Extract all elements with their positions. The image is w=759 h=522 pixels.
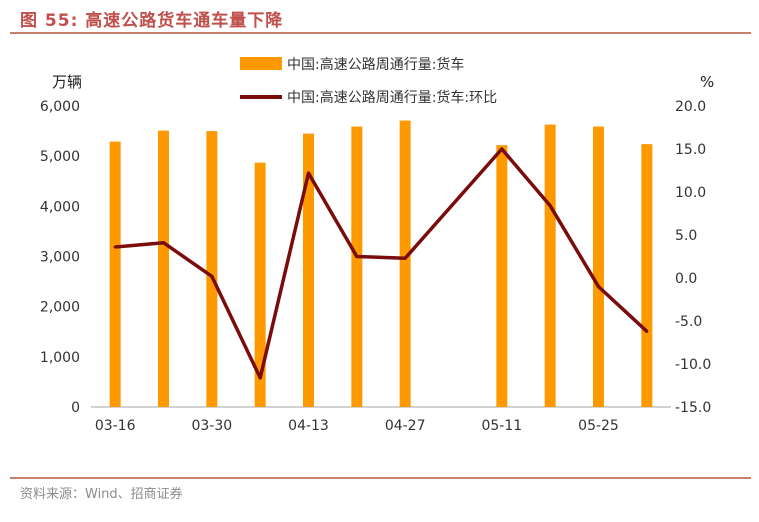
line-point-04-13 <box>307 171 310 175</box>
x-axis-ticks: 03-16 03-30 04-13 04-27 05-11 05-25 <box>95 418 619 434</box>
figure-title: 图 55: 高速公路货车通车量下降 <box>20 11 284 31</box>
bar-series <box>109 120 653 408</box>
line-series <box>113 147 649 380</box>
bar-04-13 <box>303 133 314 407</box>
line-point-05-25 <box>597 285 600 289</box>
right-axis-unit: % <box>700 73 714 91</box>
line-point-06-01 <box>645 329 649 333</box>
bar-05-11 <box>496 145 508 407</box>
right-tick-label: -5.0 <box>675 314 702 330</box>
line-point-05-18 <box>548 204 552 208</box>
right-axis-ticks: -15.0 -10.0 -5.0 0.0 5.0 10.0 15.0 20.0 <box>675 99 711 416</box>
bar-05-25 <box>593 126 604 408</box>
legend: 中国:高速公路周通行量:货车 中国:高速公路周通行量:货车:环比 <box>240 56 497 106</box>
left-tick-label: 2,000 <box>40 300 80 316</box>
x-tick-label: 04-27 <box>385 418 426 434</box>
legend-bar-swatch <box>240 57 282 70</box>
source-note: 资料来源：Wind、招商证券 <box>20 487 183 502</box>
bar-04-27 <box>399 120 411 407</box>
x-tick-label: 05-11 <box>481 418 522 434</box>
left-tick-label: 4,000 <box>40 199 80 215</box>
right-tick-label: 5.0 <box>675 228 697 244</box>
bar-04-06 <box>254 162 266 407</box>
left-tick-label: 5,000 <box>40 149 80 165</box>
left-axis-unit: 万辆 <box>52 73 82 91</box>
x-tick-label: 03-16 <box>95 418 136 434</box>
left-tick-label: 1,000 <box>40 350 80 366</box>
right-tick-label: 20.0 <box>675 99 706 115</box>
legend-bar-label: 中国:高速公路周通行量:货车 <box>287 56 464 73</box>
bar-05-18 <box>544 124 556 407</box>
legend-line-label: 中国:高速公路周通行量:货车:环比 <box>287 89 497 106</box>
line-path <box>115 147 648 380</box>
line-point-04-27 <box>403 256 407 260</box>
left-axis-ticks: 0 1,000 2,000 3,000 4,000 5,000 6,000 <box>40 99 80 416</box>
right-tick-label: 15.0 <box>675 142 706 158</box>
x-tick-label: 03-30 <box>191 418 232 434</box>
source-rule <box>10 477 751 479</box>
title-rule <box>10 32 751 34</box>
right-tick-label: -10.0 <box>675 357 711 373</box>
left-tick-label: 3,000 <box>40 250 80 266</box>
line-point-05-11 <box>500 147 504 151</box>
left-tick-label: 0 <box>71 400 80 416</box>
bar-03-23 <box>158 130 169 407</box>
line-point-03-16 <box>113 245 117 249</box>
line-point-04-20 <box>355 255 359 258</box>
right-tick-label: 10.0 <box>675 185 706 201</box>
bar-06-01 <box>641 144 653 408</box>
bar-03-30 <box>206 131 218 408</box>
left-tick-label: 6,000 <box>40 99 80 115</box>
line-point-03-30 <box>210 274 214 278</box>
bar-04-20 <box>351 126 363 408</box>
line-point-03-23 <box>162 241 165 245</box>
chart: 0 1,000 2,000 3,000 4,000 5,000 6,000 -15.0 -10… <box>40 56 714 434</box>
right-tick-label: -15.0 <box>675 400 711 416</box>
x-tick-label: 04-13 <box>288 418 329 434</box>
x-tick-label: 05-25 <box>578 418 619 434</box>
right-tick-label: 0.0 <box>675 271 697 287</box>
bar-03-16 <box>109 141 121 407</box>
line-point-04-06 <box>258 376 262 380</box>
